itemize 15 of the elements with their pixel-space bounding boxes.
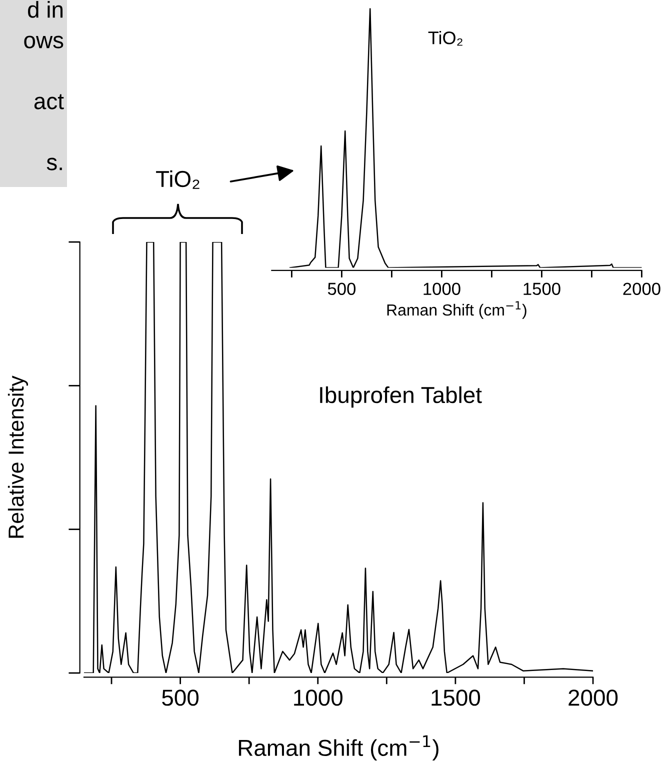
x-tick-label: 2000 — [568, 690, 618, 706]
x-tick-label: 1500 — [524, 282, 560, 296]
x-tick-label: 500 — [328, 282, 356, 296]
x-axis-title: Raman Shift (cm$^{−1}$) — [387, 301, 526, 319]
x-tick-label: 1000 — [294, 690, 342, 706]
x-axis-title: Raman Shift (cm$^{−1}$) — [238, 735, 438, 761]
x-tick-label: 2000 — [623, 282, 660, 296]
x-tick-label: 500 — [162, 690, 199, 706]
y-axis-title: Relative Intensity — [8, 376, 28, 538]
x-tick-label: 1500 — [432, 690, 480, 706]
text: d in ows act s. — [24, 1, 64, 170]
x-tick-label: 1000 — [424, 282, 460, 296]
annotation: TiO₂ — [428, 31, 462, 46]
text: TiO₂ — [156, 170, 200, 189]
annotation: Ibuprofen Tablet — [320, 386, 482, 408]
